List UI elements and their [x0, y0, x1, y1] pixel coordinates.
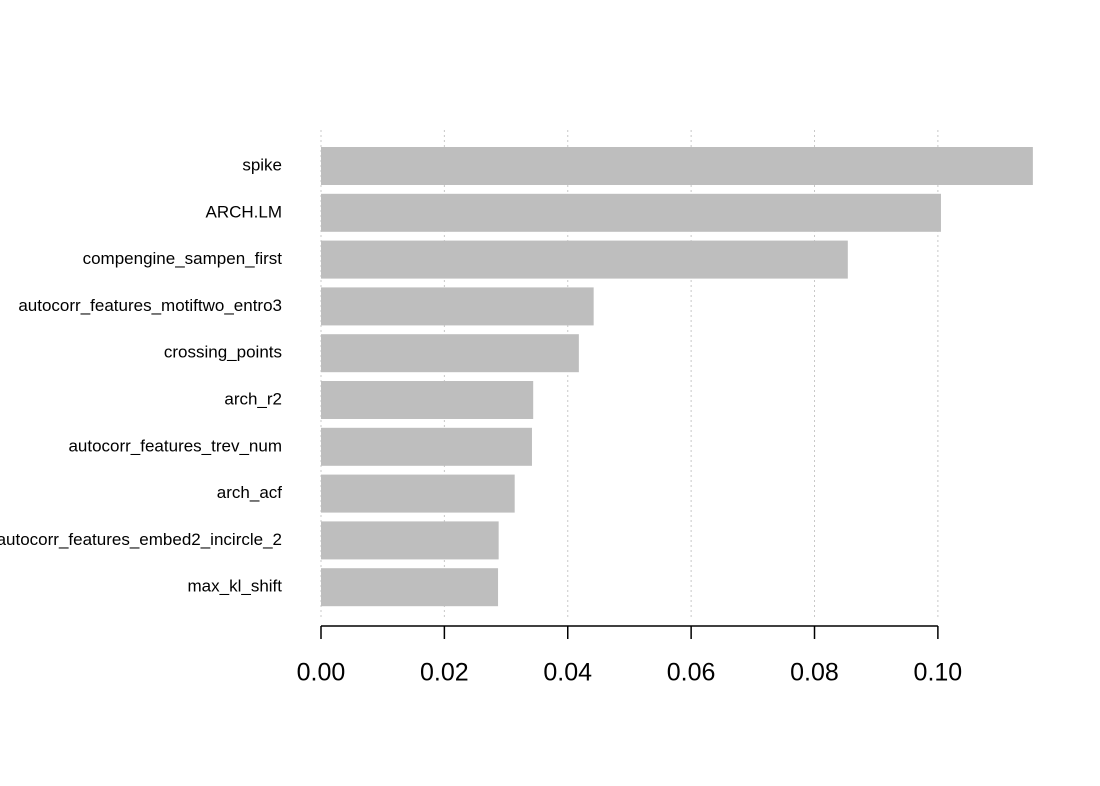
bar [321, 474, 515, 513]
category-label: autocorr_features_motiftwo_entro3 [18, 296, 282, 315]
category-label: spike [242, 155, 282, 174]
bar [321, 427, 532, 466]
x-tick-label: 0.08 [790, 659, 839, 687]
category-label: arch_r2 [224, 389, 282, 408]
category-label: arch_acf [217, 483, 282, 502]
bar [321, 193, 941, 232]
x-tick-label: 0.06 [667, 659, 716, 687]
x-tick-label: 0.04 [543, 659, 592, 687]
bar [321, 240, 848, 279]
category-label: autocorr_features_trev_num [68, 436, 282, 455]
bar [321, 568, 499, 607]
x-tick-label: 0.02 [420, 659, 469, 687]
category-label: compengine_sampen_first [83, 249, 283, 268]
bar [321, 334, 579, 373]
bar [321, 147, 1033, 185]
x-tick-label: 0.10 [914, 659, 963, 687]
bar [321, 521, 499, 560]
category-label: autocorr_features_embed2_incircle_2 [0, 530, 282, 549]
category-label: ARCH.LM [205, 202, 282, 221]
category-label: max_kl_shift [188, 577, 283, 596]
bar [321, 287, 594, 326]
x-tick-label: 0.00 [297, 659, 346, 687]
category-label: crossing_points [164, 343, 282, 362]
bar [321, 381, 534, 419]
